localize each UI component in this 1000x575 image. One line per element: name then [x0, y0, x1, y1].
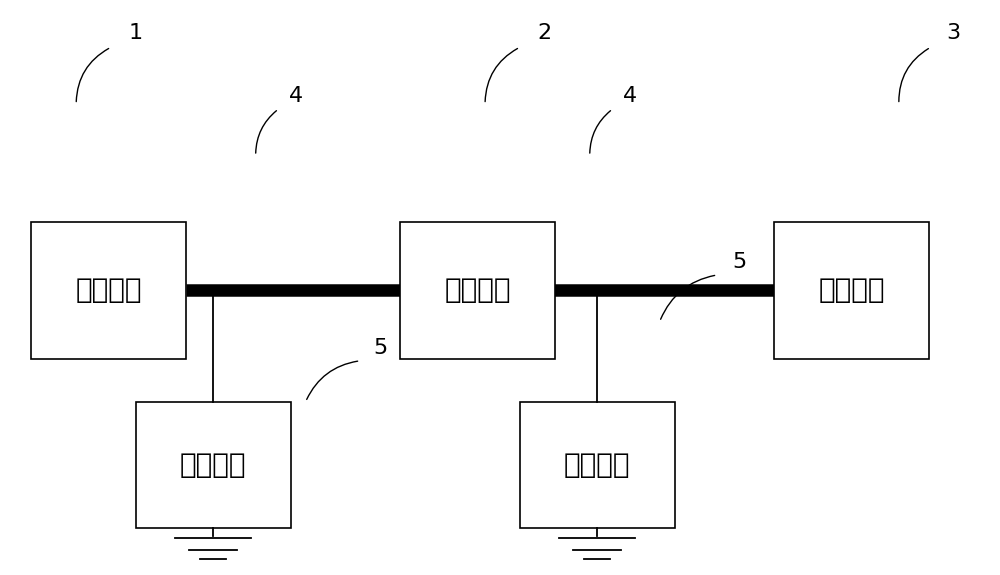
Bar [400, 222, 555, 359]
Text: 5: 5 [373, 338, 387, 358]
Text: 负载设备: 负载设备 [818, 277, 885, 304]
FancyArrowPatch shape [485, 48, 518, 102]
Bar [774, 222, 929, 359]
FancyArrowPatch shape [76, 48, 109, 102]
Text: 驱动模块: 驱动模块 [444, 277, 511, 304]
FancyArrowPatch shape [899, 49, 928, 102]
Text: 5: 5 [732, 252, 746, 272]
Text: 接地元件: 接地元件 [180, 451, 247, 479]
Bar [31, 222, 186, 359]
FancyArrowPatch shape [590, 111, 611, 153]
Bar [136, 402, 291, 528]
Text: 接地元件: 接地元件 [564, 451, 630, 479]
Text: 3: 3 [947, 23, 961, 43]
Text: 4: 4 [289, 86, 303, 106]
Text: 4: 4 [623, 86, 637, 106]
Text: 2: 2 [538, 23, 552, 43]
FancyArrowPatch shape [256, 111, 276, 153]
Bar [520, 402, 675, 528]
Text: 供电设备: 供电设备 [75, 277, 142, 304]
FancyArrowPatch shape [307, 361, 358, 400]
Text: 1: 1 [129, 23, 143, 43]
FancyArrowPatch shape [661, 275, 715, 319]
